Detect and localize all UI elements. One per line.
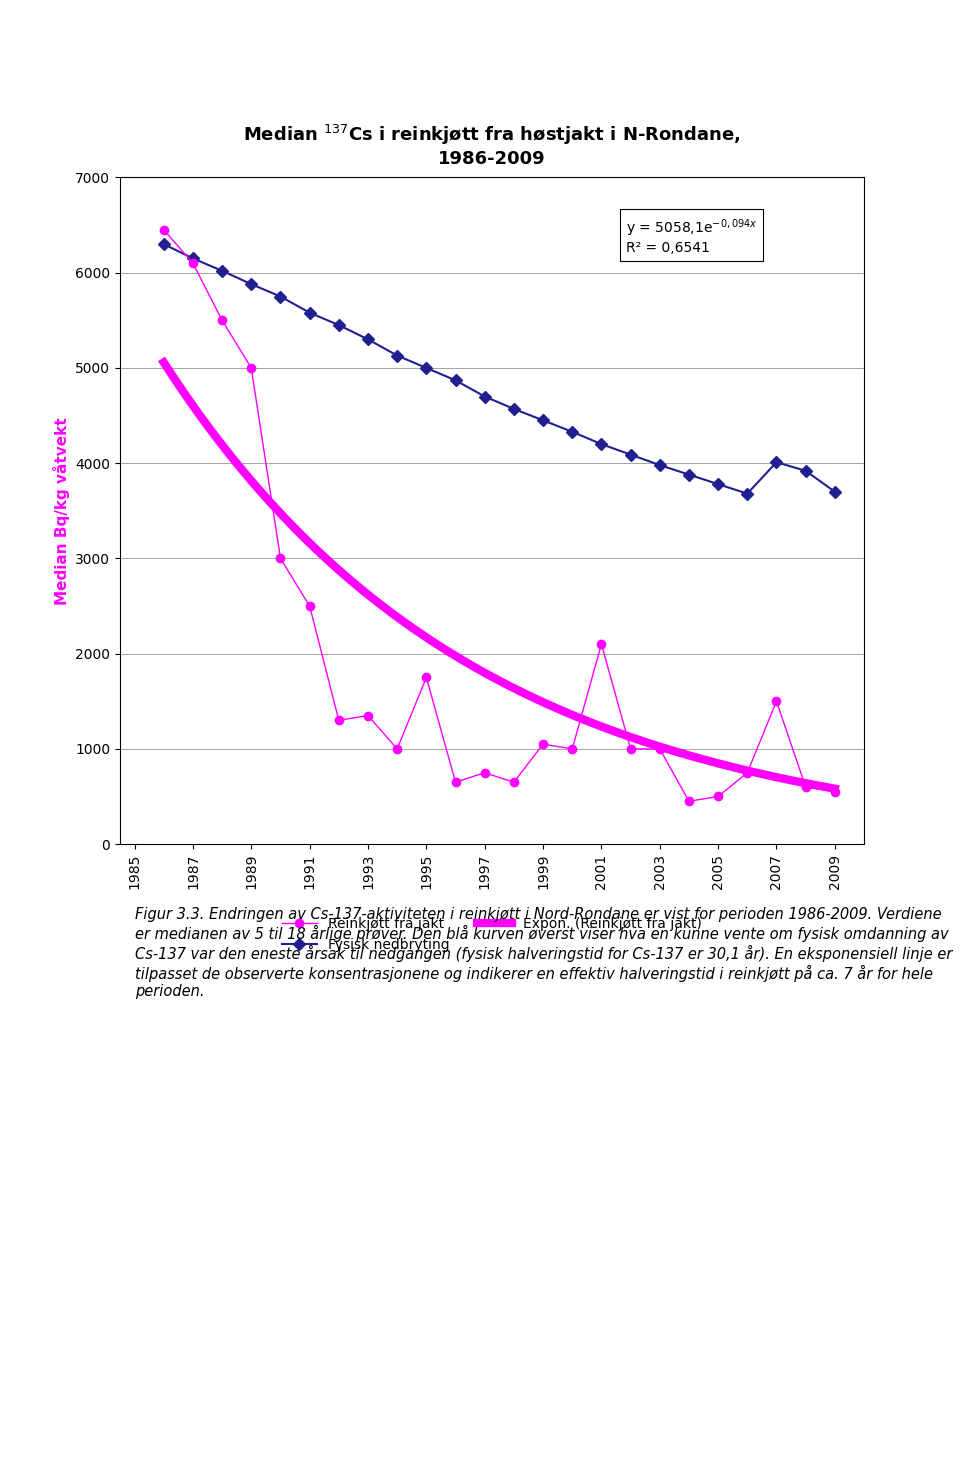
Fysisk nedbryting [625, 445, 636, 463]
Expon. (Reinkjøtt fra jakt) [766, 768, 778, 785]
Reinkjøtt fra jakt [479, 763, 491, 781]
Text: y = 5058,1e$^{-0,094x}$
R² = 0,6541: y = 5058,1e$^{-0,094x}$ R² = 0,6541 [626, 217, 757, 256]
Fysisk nedbryting [654, 456, 665, 473]
Reinkjøtt fra jakt [420, 669, 432, 686]
Fysisk nedbryting [216, 262, 228, 280]
Fysisk nedbryting [275, 287, 286, 305]
Reinkjøtt fra jakt [625, 740, 636, 757]
Fysisk nedbryting [829, 482, 841, 500]
Reinkjøtt fra jakt [684, 793, 695, 810]
Fysisk nedbryting [187, 250, 199, 268]
Reinkjøtt fra jakt [187, 254, 199, 272]
Expon. (Reinkjøtt fra jakt) [555, 701, 566, 719]
Reinkjøtt fra jakt [595, 636, 607, 654]
Fysisk nedbryting [741, 485, 753, 503]
Fysisk nedbryting [508, 399, 519, 417]
Fysisk nedbryting [712, 475, 724, 493]
Reinkjøtt fra jakt [275, 550, 286, 568]
Reinkjøtt fra jakt [538, 735, 549, 753]
Reinkjøtt fra jakt [450, 774, 462, 791]
Fysisk nedbryting [362, 330, 373, 348]
Fysisk nedbryting [538, 411, 549, 429]
Fysisk nedbryting [333, 317, 345, 334]
Legend: Reinkjøtt fra jakt, Fysisk nedbryting, Expon. (Reinkjøtt fra jakt): Reinkjøtt fra jakt, Fysisk nedbryting, E… [276, 911, 708, 957]
Reinkjøtt fra jakt [654, 740, 665, 757]
Reinkjøtt fra jakt [566, 740, 578, 757]
Fysisk nedbryting [479, 387, 491, 405]
Reinkjøtt fra jakt [829, 782, 841, 800]
Reinkjøtt fra jakt [741, 763, 753, 781]
Fysisk nedbryting [566, 423, 578, 441]
Line: Fysisk nedbryting: Fysisk nedbryting [159, 240, 839, 498]
Fysisk nedbryting [392, 346, 403, 364]
Fysisk nedbryting [450, 371, 462, 389]
Expon. (Reinkjøtt fra jakt) [160, 356, 172, 374]
Fysisk nedbryting [158, 235, 170, 253]
Fysisk nedbryting [304, 303, 316, 321]
Fysisk nedbryting [800, 461, 811, 479]
Fysisk nedbryting [771, 454, 782, 472]
Reinkjøtt fra jakt [771, 692, 782, 710]
Title: Median $^{137}$Cs i reinkjøtt fra høstjakt i N-Rondane,
1986-2009: Median $^{137}$Cs i reinkjøtt fra høstja… [243, 123, 741, 167]
Expon. (Reinkjøtt fra jakt) [558, 703, 569, 720]
Reinkjøtt fra jakt [800, 778, 811, 796]
Fysisk nedbryting [595, 435, 607, 453]
Line: Reinkjøtt fra jakt: Reinkjøtt fra jakt [159, 226, 839, 806]
Expon. (Reinkjøtt fra jakt) [724, 757, 735, 775]
Reinkjøtt fra jakt [216, 312, 228, 330]
Reinkjøtt fra jakt [333, 711, 345, 729]
Fysisk nedbryting [684, 466, 695, 484]
Text: Figur 3.3. Endringen av Cs-137-aktiviteten i reinkjøtt i Nord-Rondane er vist fo: Figur 3.3. Endringen av Cs-137-aktivitet… [134, 908, 952, 1000]
Reinkjøtt fra jakt [304, 598, 316, 615]
Reinkjøtt fra jakt [362, 707, 373, 725]
Expon. (Reinkjøtt fra jakt) [158, 353, 170, 371]
Expon. (Reinkjøtt fra jakt) [568, 707, 580, 725]
Reinkjøtt fra jakt [712, 788, 724, 806]
Reinkjøtt fra jakt [508, 774, 519, 791]
Expon. (Reinkjøtt fra jakt) [829, 779, 841, 797]
Reinkjøtt fra jakt [392, 740, 403, 757]
Fysisk nedbryting [246, 275, 257, 293]
Reinkjøtt fra jakt [158, 220, 170, 238]
Y-axis label: Median Bq/kg våtvekt: Median Bq/kg våtvekt [53, 417, 69, 605]
Reinkjøtt fra jakt [246, 359, 257, 377]
Line: Expon. (Reinkjøtt fra jakt): Expon. (Reinkjøtt fra jakt) [164, 362, 835, 788]
Fysisk nedbryting [420, 359, 432, 377]
